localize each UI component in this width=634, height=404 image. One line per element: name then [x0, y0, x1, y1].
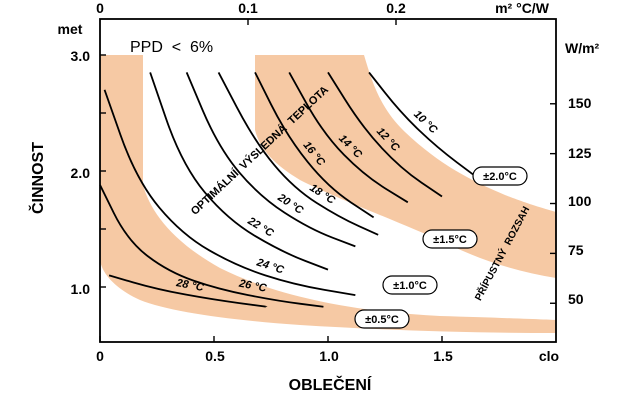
y2-tick-label: 125	[568, 145, 592, 161]
isotherm-label: 22 °C	[245, 215, 277, 240]
range-label-frame	[472, 166, 528, 186]
isotherm-label: 10 °C	[411, 108, 440, 136]
y-tick-label: 1.0	[71, 281, 91, 297]
range-label-0-5: ±0.5°C	[354, 309, 410, 329]
axis-ticks	[99, 19, 556, 342]
y-tick-label: 2.0	[71, 165, 91, 181]
x-tick-label: 0	[96, 348, 104, 364]
range-label-frame	[422, 229, 478, 249]
x-tick-label: 0.5	[205, 348, 225, 364]
x-tick-label: 1.5	[433, 348, 453, 364]
y2-tick-label: 100	[568, 193, 592, 209]
range-label-frame	[382, 275, 438, 295]
range-label-text: ±1.5°C	[433, 234, 467, 246]
left-tick-labels: 3.0 2.0 1.0 met	[58, 21, 91, 297]
isotherm-curve	[103, 89, 356, 297]
y-unit-label: met	[58, 21, 83, 37]
range-label-2-0: ±2.0°C	[472, 166, 528, 186]
y2-tick-label: 75	[568, 242, 584, 258]
range-label-text: ±2.0°C	[483, 171, 517, 183]
isotherm-curve	[149, 72, 329, 271]
x2-tick-label: 0	[96, 0, 104, 16]
y2-tick-label: 150	[568, 95, 592, 111]
isotherm-curve	[368, 71, 477, 178]
chart-title: PPD < 6%	[130, 39, 213, 56]
range-label-frame	[354, 309, 410, 329]
isotherm-curve	[254, 71, 375, 219]
x-unit-label: clo	[539, 348, 559, 364]
isotherm-curve	[217, 71, 379, 236]
isotherm-label: 20 °C	[275, 191, 306, 217]
x-axis-title: OBLEČENÍ	[289, 375, 372, 394]
isotherm-label: 28 °C	[174, 277, 205, 294]
comfort-bands	[100, 55, 556, 333]
isotherm-label: 26 °C	[237, 277, 268, 294]
y-axis-title: ČINNOST	[28, 142, 47, 214]
range-label-1-5: ±1.5°C	[422, 229, 478, 249]
isotherm-curve	[185, 72, 356, 248]
isotherm-curve	[99, 184, 324, 308]
right-tick-labels: 150 125 100 75 50 W/m²	[565, 40, 600, 307]
x-tick-label: 1.0	[319, 348, 339, 364]
x2-tick-label: 0.1	[238, 0, 258, 16]
isotherm-curve	[288, 71, 409, 204]
isotherm-curve	[108, 274, 267, 308]
y2-unit-label: W/m²	[565, 40, 600, 56]
isotherm-curves	[99, 71, 477, 308]
range-label-text: ±1.0°C	[393, 280, 427, 292]
y2-tick-label: 50	[568, 291, 584, 307]
bottom-tick-labels: 0 0.5 1.0 1.5 clo	[96, 348, 559, 364]
range-label-text: ±0.5°C	[365, 314, 399, 326]
x2-tick-label: 0.2	[386, 0, 406, 16]
band-right	[255, 55, 556, 278]
y-tick-label: 3.0	[71, 48, 91, 64]
isotherm-curve	[327, 71, 443, 198]
x2-unit-label: m² °C/W	[495, 0, 550, 16]
range-label-1-0: ±1.0°C	[382, 275, 438, 295]
top-tick-labels: 0 0.1 0.2 m² °C/W	[96, 0, 550, 16]
